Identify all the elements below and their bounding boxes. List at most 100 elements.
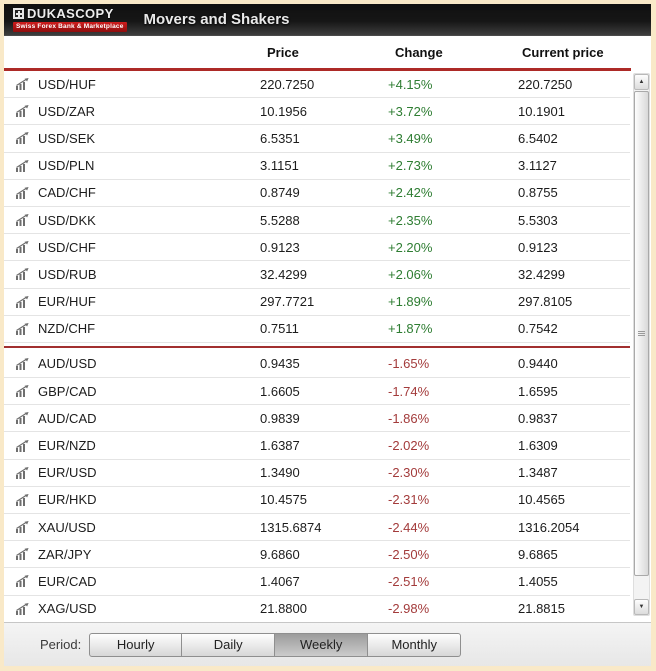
pair-label: EUR/CAD xyxy=(38,573,97,589)
table-row[interactable]: EUR/CAD 1.4067 -2.51% 1.4055 xyxy=(4,568,630,596)
trend-chart-icon[interactable] xyxy=(15,268,29,281)
trend-chart-icon[interactable] xyxy=(15,466,29,479)
table-row[interactable]: AUD/CAD 0.9839 -1.86% 0.9837 xyxy=(4,405,630,433)
trend-chart-icon[interactable] xyxy=(15,241,29,254)
trend-chart-icon[interactable] xyxy=(15,385,29,398)
page-title: Movers and Shakers xyxy=(143,11,290,28)
table-row[interactable]: GBP/CAD 1.6605 -1.74% 1.6595 xyxy=(4,378,630,406)
pair-label: USD/CHF xyxy=(38,239,96,255)
price-value: 1.6605 xyxy=(260,383,300,399)
change-value: +3.72% xyxy=(388,103,433,119)
plus-square-icon xyxy=(13,8,24,20)
table-row[interactable]: XAG/USD 21.8800 -2.98% 21.8815 xyxy=(4,596,630,622)
vertical-scrollbar[interactable]: ▲ ▼ xyxy=(633,73,650,616)
current-price-value: 1316.2054 xyxy=(518,519,580,535)
pair-label: EUR/USD xyxy=(38,465,97,481)
table-row[interactable]: USD/SEK 6.5351 +3.49% 6.5402 xyxy=(4,125,630,153)
table-row[interactable]: EUR/HUF 297.7721 +1.89% 297.8105 xyxy=(4,289,630,316)
price-value: 5.5288 xyxy=(260,212,300,228)
pair-cell: EUR/HUF xyxy=(4,294,254,309)
trend-chart-icon[interactable] xyxy=(15,214,29,227)
change-value: +2.20% xyxy=(388,239,433,255)
pair-label: NZD/CHF xyxy=(38,321,96,337)
table-row[interactable]: USD/PLN 3.1151 +2.73% 3.1127 xyxy=(4,153,630,180)
pair-label: USD/DKK xyxy=(38,212,96,228)
table-row[interactable]: EUR/HKD 10.4575 -2.31% 10.4565 xyxy=(4,487,630,514)
brand-tagline: Swiss Forex Bank & Marketplace xyxy=(13,22,127,32)
trend-chart-icon[interactable] xyxy=(15,322,29,335)
current-price-value: 297.8105 xyxy=(518,294,573,310)
table-row[interactable]: USD/HUF 220.7250 +4.15% 220.7250 xyxy=(4,71,630,99)
trend-chart-icon[interactable] xyxy=(15,521,29,534)
table-row[interactable]: CAD/CHF 0.8749 +2.42% 0.8755 xyxy=(4,180,630,207)
scroll-down-arrow-icon[interactable]: ▼ xyxy=(634,599,649,615)
pair-label: EUR/NZD xyxy=(38,438,96,454)
trend-chart-icon[interactable] xyxy=(15,159,29,172)
change-value: -2.30% xyxy=(388,465,430,481)
change-value: +2.42% xyxy=(388,185,433,201)
table-row[interactable]: USD/CHF 0.9123 +2.20% 0.9123 xyxy=(4,234,630,262)
change-value: -1.65% xyxy=(388,356,430,372)
trend-chart-icon[interactable] xyxy=(15,439,29,452)
pair-cell: AUD/CAD xyxy=(4,411,254,426)
trend-chart-icon[interactable] xyxy=(15,357,29,370)
current-price-value: 3.1127 xyxy=(518,158,557,174)
column-header-change: Change xyxy=(395,44,443,60)
pair-cell: USD/SEK xyxy=(4,131,254,146)
trend-chart-icon[interactable] xyxy=(15,548,29,561)
table-row[interactable]: NZD/CHF 0.7511 +1.87% 0.7542 xyxy=(4,316,630,343)
trend-chart-icon[interactable] xyxy=(15,493,29,506)
trend-chart-icon[interactable] xyxy=(15,602,29,615)
pair-cell: XAU/USD xyxy=(4,520,254,535)
pair-label: USD/RUB xyxy=(38,266,97,282)
current-price-value: 0.8755 xyxy=(518,185,558,201)
trend-chart-icon[interactable] xyxy=(15,78,29,91)
trend-chart-icon[interactable] xyxy=(15,105,29,118)
trend-chart-icon[interactable] xyxy=(15,412,29,425)
pair-cell: EUR/CAD xyxy=(4,574,254,589)
table-row[interactable]: USD/DKK 5.5288 +2.35% 5.5303 xyxy=(4,207,630,235)
header-rule xyxy=(4,68,631,71)
table-row[interactable]: EUR/USD 1.3490 -2.30% 1.3487 xyxy=(4,460,630,487)
pair-cell: CAD/CHF xyxy=(4,185,254,200)
trend-chart-icon[interactable] xyxy=(15,186,29,199)
table-row[interactable]: AUD/USD 0.9435 -1.65% 0.9440 xyxy=(4,351,630,379)
price-value: 1.3490 xyxy=(260,465,300,481)
period-button-monthly[interactable]: Monthly xyxy=(368,632,462,657)
price-value: 0.7511 xyxy=(260,321,299,337)
gainers-section: USD/HUF 220.7250 +4.15% 220.7250 USD/ZAR 10.1… xyxy=(4,71,630,343)
losers-section: AUD/USD 0.9435 -1.65% 0.9440 GBP/CAD 1.6605 -1… xyxy=(4,351,630,622)
table-row[interactable]: USD/RUB 32.4299 +2.06% 32.4299 xyxy=(4,261,630,289)
scroll-up-arrow-icon[interactable]: ▲ xyxy=(634,74,649,90)
current-price-value: 6.5402 xyxy=(518,130,558,146)
pair-label: USD/SEK xyxy=(38,130,96,146)
table-row[interactable]: USD/ZAR 10.1956 +3.72% 10.1901 xyxy=(4,98,630,126)
period-button-hourly[interactable]: Hourly xyxy=(89,632,183,657)
column-header-current: Current price xyxy=(522,44,604,60)
period-button-weekly[interactable]: Weekly xyxy=(275,632,369,657)
table-row[interactable]: XAU/USD 1315.6874 -2.44% 1316.2054 xyxy=(4,514,630,542)
price-value: 1.6387 xyxy=(260,438,300,454)
period-label: Period: xyxy=(40,637,82,652)
table-row[interactable]: ZAR/JPY 9.6860 -2.50% 9.6865 xyxy=(4,541,630,569)
pair-cell: USD/RUB xyxy=(4,267,254,282)
pair-cell: GBP/CAD xyxy=(4,384,254,399)
table-row[interactable]: EUR/NZD 1.6387 -2.02% 1.6309 xyxy=(4,432,630,460)
change-value: -2.02% xyxy=(388,438,430,454)
pair-cell: USD/CHF xyxy=(4,240,254,255)
pair-cell: USD/ZAR xyxy=(4,104,254,119)
trend-chart-icon[interactable] xyxy=(15,295,29,308)
price-value: 220.7250 xyxy=(260,76,315,92)
trend-chart-icon[interactable] xyxy=(15,132,29,145)
trend-chart-icon[interactable] xyxy=(15,575,29,588)
scrollbar-thumb[interactable] xyxy=(634,91,649,576)
change-value: +1.87% xyxy=(388,321,433,337)
change-value: -2.98% xyxy=(388,601,430,617)
period-button-daily[interactable]: Daily xyxy=(182,632,276,657)
price-value: 32.4299 xyxy=(260,266,307,282)
price-value: 0.9123 xyxy=(260,239,300,255)
pair-label: USD/PLN xyxy=(38,158,95,174)
rows-area: USD/HUF 220.7250 +4.15% 220.7250 USD/ZAR 10.1… xyxy=(4,71,630,622)
price-value: 9.6860 xyxy=(260,546,300,562)
current-price-value: 1.4055 xyxy=(518,573,558,589)
